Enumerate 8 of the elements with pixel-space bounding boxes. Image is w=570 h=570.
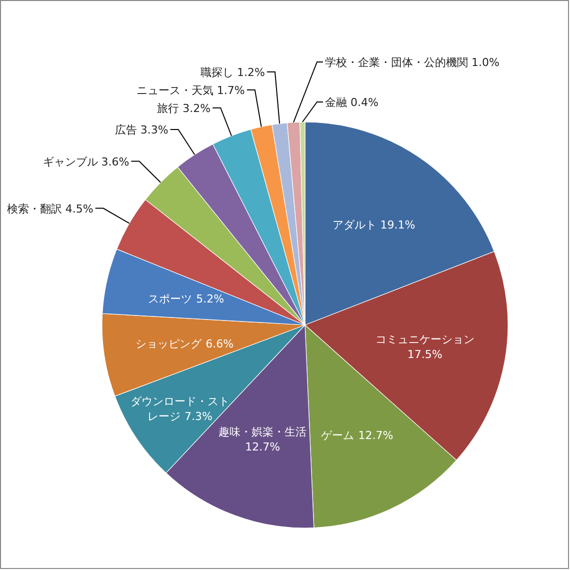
slice-label: 学校・企業・団体・公的機関 1.0% [325,56,500,69]
slice-label: 旅行 3.2% [157,102,211,115]
slice-label: 職探し 1.2% [200,66,265,79]
slice-label: ギャンブル 3.6% [42,155,130,168]
slice-label: ニュース・天気 1.7% [136,84,245,97]
slice-label: 金融 0.4% [325,96,378,109]
slice-label: 広告 3.3% [114,123,168,136]
slice-label: 検索・翻訳 4.5% [6,202,94,216]
